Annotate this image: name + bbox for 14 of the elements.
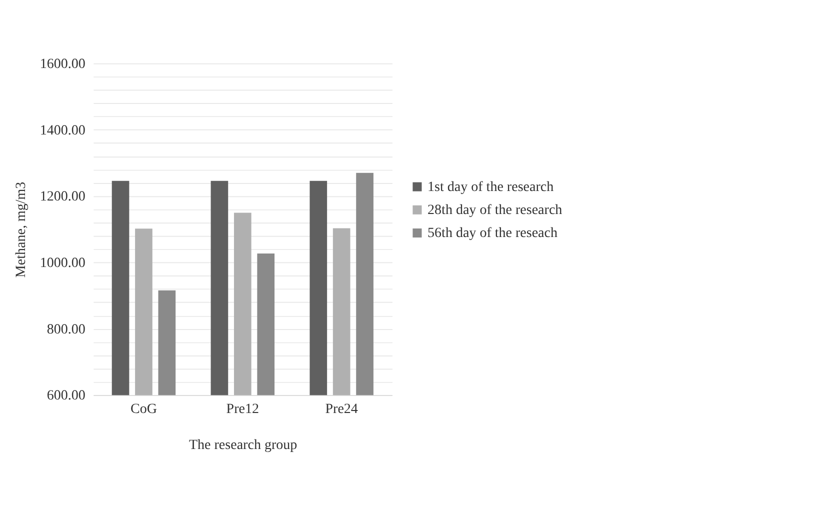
x-tick-label: Pre12 [226, 400, 260, 417]
y-axis-title: Methane, mg/m3 [12, 182, 29, 278]
y-tick-label: 600.00 [46, 388, 86, 404]
legend-label: 1st day of the research [428, 178, 554, 195]
y-tick-label: 1400.00 [40, 122, 86, 138]
legend-label: 56th day of the reseach [428, 225, 558, 242]
x-tick-label: CoG [130, 400, 157, 417]
x-axis-title: The research group [188, 437, 298, 454]
y-tick-label: 1200.00 [40, 188, 86, 205]
legend-label: 28th day of the research [428, 202, 562, 218]
y-tick-label: 1000.00 [40, 254, 86, 271]
y-tick-label: 800.00 [46, 321, 86, 338]
y-tick-label: 1600.00 [40, 56, 86, 72]
x-tick-label: Pre24 [325, 400, 358, 417]
